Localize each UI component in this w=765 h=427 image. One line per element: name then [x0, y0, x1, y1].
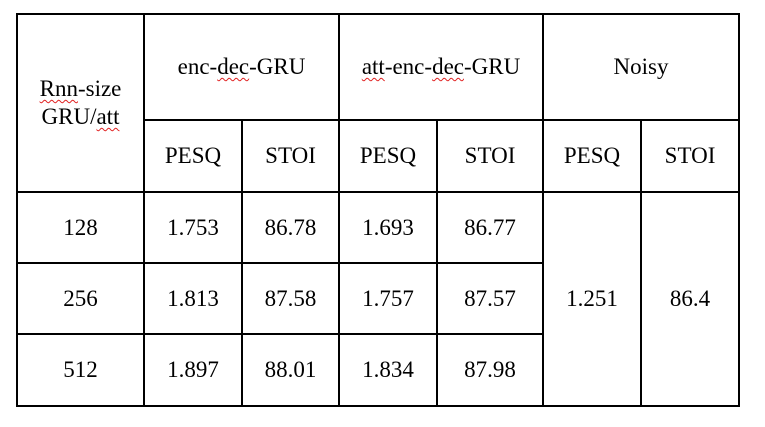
enc-dec-pesq-cell: 1.813 [143, 262, 243, 335]
row-size-cell: 512 [16, 333, 145, 407]
att-enc-dec-stoi-cell: 86.77 [436, 191, 545, 264]
att-enc-dec-stoi-cell: 87.98 [436, 333, 545, 407]
enc-dec-pesq-cell: 1.753 [143, 191, 243, 264]
metric-header-pesq: PESQ [542, 119, 643, 193]
table-row: 512 1.897 88.01 1.834 87.98 [16, 333, 739, 407]
spellcheck-word-att: att [96, 104, 120, 129]
spellcheck-word-rnn: Rnn [39, 76, 78, 101]
metric-header-stoi: STOI [436, 119, 545, 193]
group-header-row: Rnn-size GRU/att enc-dec-GRU att-enc-dec… [16, 13, 741, 193]
enc-dec-stoi-cell: 87.58 [240, 262, 341, 335]
metric-header-stoi: STOI [640, 119, 741, 193]
spellcheck-word-dec: dec [217, 54, 250, 79]
group-header-noisy: Noisy [542, 13, 741, 121]
noisy-pesq-cell: 1.251 [542, 191, 643, 407]
spellcheck-word-dec-group: dec [432, 54, 464, 79]
att-enc-dec-pesq-cell: 1.693 [338, 191, 439, 264]
corner-header-cell: Rnn-size GRU/att [16, 13, 145, 193]
noisy-stoi-cell: 86.4 [640, 191, 741, 407]
corner-header-line2: GRU/att [41, 104, 120, 129]
enc-dec-stoi-cell: 88.01 [240, 333, 341, 407]
metric-header-pesq: PESQ [143, 119, 243, 193]
row-size-cell: 128 [16, 191, 145, 264]
results-table: Rnn-size GRU/att enc-dec-GRU att-enc-dec… [16, 13, 741, 407]
enc-dec-pesq-cell: 1.897 [143, 333, 243, 407]
att-enc-dec-pesq-cell: 1.834 [338, 333, 439, 407]
table-row: 128 1.753 86.78 1.693 86.77 1.251 86.4 [16, 191, 741, 407]
corner-header-line1: Rnn-size [39, 76, 122, 101]
metric-header-pesq: PESQ [338, 119, 439, 193]
spellcheck-word-att-group: att [361, 54, 385, 79]
metric-header-stoi: STOI [240, 119, 341, 193]
att-enc-dec-stoi-cell: 87.57 [436, 262, 545, 335]
enc-dec-stoi-cell: 86.78 [240, 191, 341, 264]
row-size-cell: 256 [16, 262, 145, 335]
metric-header-row: PESQ STOI PESQ STOI PESQ STOI [17, 119, 741, 193]
group-header-enc-dec-gru: enc-dec-GRU [142, 13, 341, 121]
att-enc-dec-pesq-cell: 1.757 [338, 262, 439, 335]
table-row: 256 1.813 87.58 1.757 87.57 [16, 262, 739, 335]
group-header-att-enc-dec-gru: att-enc-dec-GRU [338, 13, 545, 121]
